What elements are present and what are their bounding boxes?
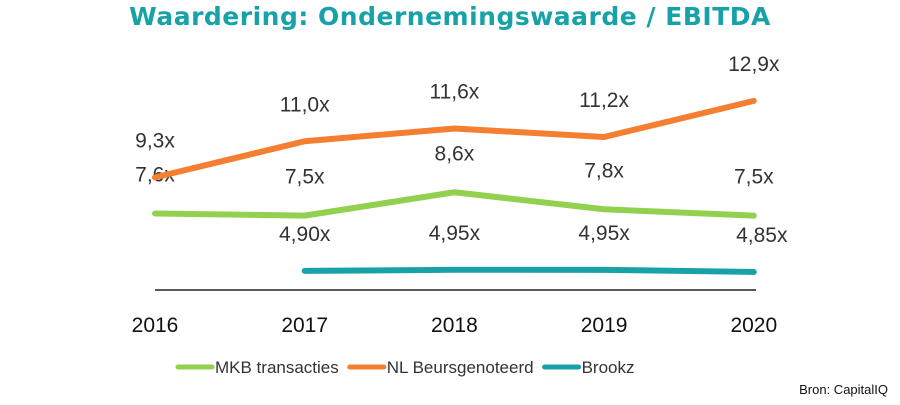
data-label-brookz: 4,95x xyxy=(429,222,481,245)
series-line-mkb-transacties xyxy=(152,189,757,219)
legend-label-brookz: Brookz xyxy=(582,358,635,377)
data-label-mkb-transacties: 7,5x xyxy=(285,166,325,189)
data-label-nl-beursgenoteerd: 11,2x xyxy=(579,89,629,112)
data-label-nl-beursgenoteerd: 12,9x xyxy=(728,53,780,76)
x-tick-label: 2020 xyxy=(730,314,777,337)
series-line-nl-beursgenoteerd xyxy=(152,97,757,181)
data-label-nl-beursgenoteerd: 11,0x xyxy=(280,93,330,116)
data-label-brookz: 4,90x xyxy=(279,223,331,246)
x-tick-label: 2017 xyxy=(281,314,328,337)
legend-label-mkb-transacties: MKB transacties xyxy=(215,358,339,377)
data-label-nl-beursgenoteerd: 9,3x xyxy=(135,129,175,152)
x-tick-label: 2019 xyxy=(581,314,628,337)
data-label-mkb-transacties: 7,5x xyxy=(734,166,774,189)
series-line-brookz xyxy=(301,266,757,275)
chart-title: Waardering: Ondernemingswaarde / EBITDA xyxy=(129,2,771,31)
data-label-nl-beursgenoteerd: 11,6x xyxy=(429,81,479,104)
data-label-brookz: 4,85x xyxy=(736,224,788,247)
source-note: Bron: CapitalIQ xyxy=(799,382,888,397)
x-tick-label: 2018 xyxy=(431,314,478,337)
data-label-brookz: 4,95x xyxy=(578,222,630,245)
x-tick-label: 2016 xyxy=(132,314,179,337)
data-label-mkb-transacties: 8,6x xyxy=(435,142,475,165)
data-label-mkb-transacties: 7,8x xyxy=(584,159,624,182)
legend-label-nl-beursgenoteerd: NL Beursgenoteerd xyxy=(387,358,534,377)
